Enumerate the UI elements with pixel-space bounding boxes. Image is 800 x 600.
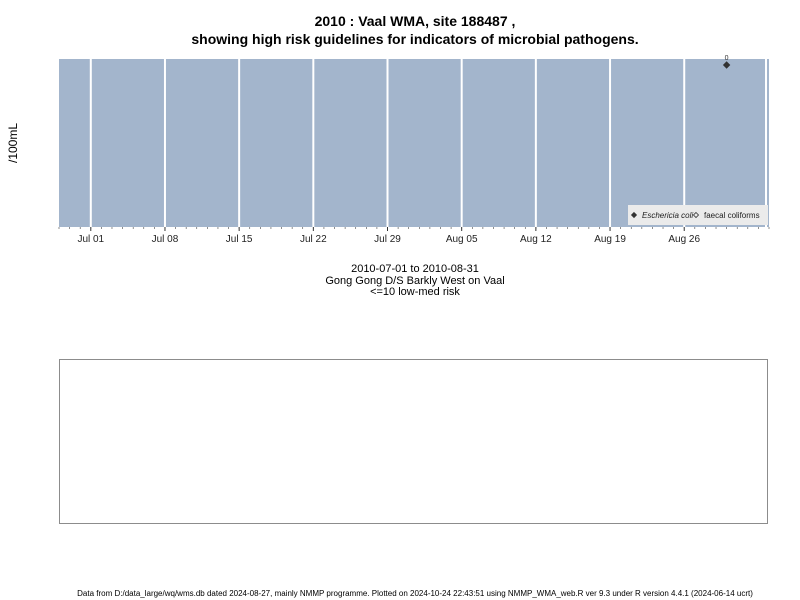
x-tick-label: Jul 15	[226, 234, 253, 245]
risk-note-label: <=10 low-med risk	[370, 286, 460, 298]
legend-label: Eschericia coli	[642, 211, 693, 220]
date-range-label: 2010-07-01 to 2010-08-31	[351, 263, 479, 275]
legend-marker	[692, 211, 700, 219]
x-tick-label: Aug 05	[446, 234, 478, 245]
chart-svg: Jul 01 Jul 08 Jul 15 Jul 22 Jul 29 Aug 05 Aug …	[58, 55, 770, 245]
chart-title-line2: showing high risk guidelines for indicat…	[191, 31, 639, 47]
x-tick-label: Aug 26	[668, 234, 700, 245]
x-tick-label: Jul 22	[300, 234, 327, 245]
x-tick-label: Jul 01	[77, 234, 104, 245]
plot-panel	[59, 59, 769, 227]
data-point	[722, 61, 731, 69]
x-tick-label: Jul 29	[374, 234, 401, 245]
chart-title-line1: 2010 : Vaal WMA, site 188487 ,	[314, 13, 516, 29]
empty-lower-panel	[59, 359, 768, 524]
x-tick-label: Aug 12	[520, 234, 552, 245]
footer-note: Data from D:/data_large/wq/wms.db dated …	[77, 589, 753, 598]
x-tick-label: Jul 08	[152, 234, 179, 245]
site-name-label: Gong Gong D/S Barkly West on Vaal	[325, 275, 505, 287]
x-tick-label: Aug 19	[594, 234, 626, 245]
legend-marker	[630, 211, 638, 219]
legend-label: faecal coliforms	[704, 211, 760, 220]
data-label: 0	[725, 55, 729, 62]
